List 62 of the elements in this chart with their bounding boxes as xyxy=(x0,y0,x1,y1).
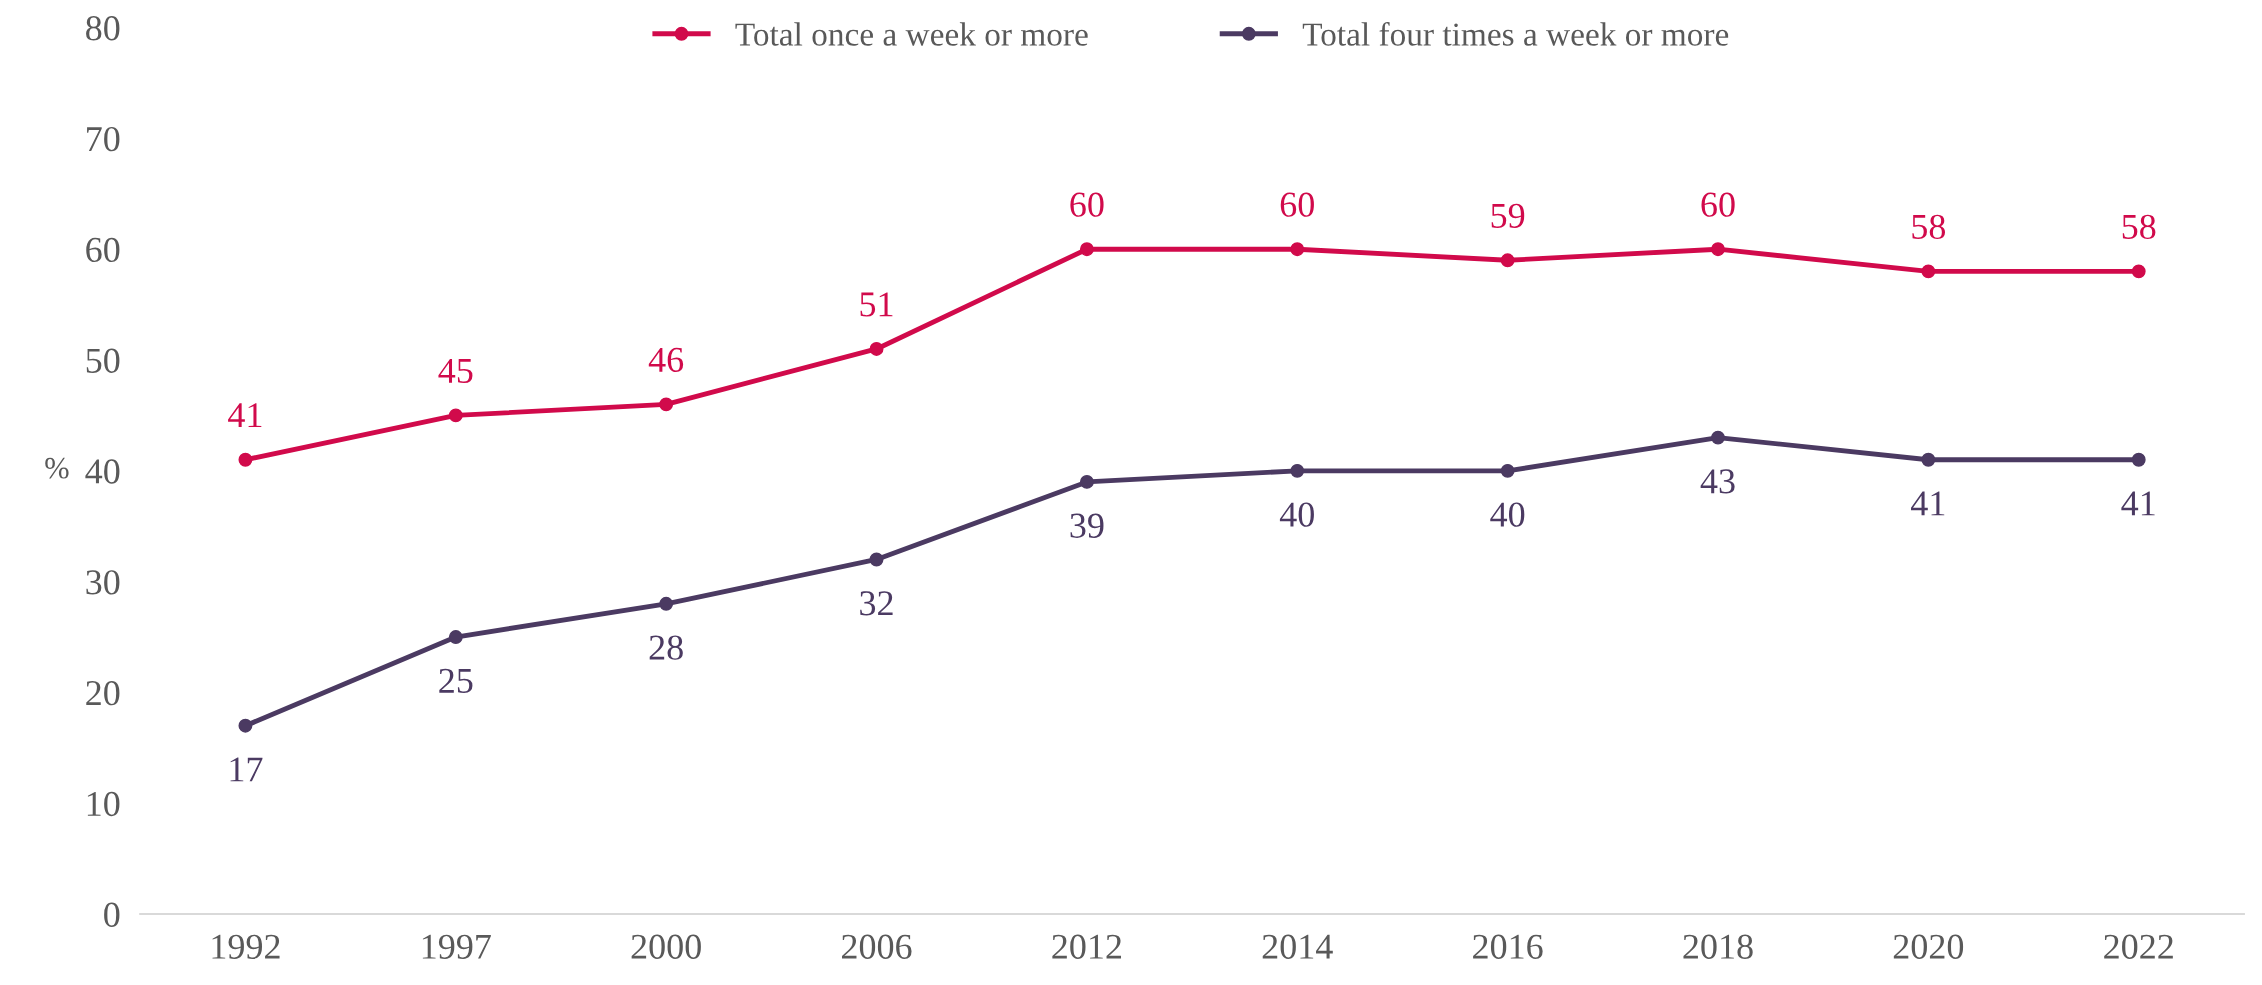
x-tick-label: 2022 xyxy=(2104,934,2173,959)
y-tick-label: 30 xyxy=(86,570,120,595)
data-label: 46 xyxy=(648,347,684,373)
point xyxy=(869,552,884,567)
y-tick-label: 70 xyxy=(87,126,120,152)
x-tick-label: 2016 xyxy=(1473,934,1543,959)
point xyxy=(1500,253,1515,268)
point xyxy=(1921,452,1936,467)
y-tick-label: 50 xyxy=(86,348,120,373)
x-tick-label: 1992 xyxy=(212,934,280,959)
x-tick-label: 2012 xyxy=(1052,934,1122,959)
legend-label: Total once a week or more xyxy=(735,22,1088,46)
point xyxy=(1921,264,1936,279)
point xyxy=(1079,474,1094,489)
data-label: 51 xyxy=(860,292,893,317)
x-tick-label: 2020 xyxy=(1893,934,1964,959)
y-tick-label: 60 xyxy=(86,237,120,263)
point xyxy=(659,596,674,611)
x-tick-label: 2018 xyxy=(1683,934,1753,959)
point xyxy=(869,341,884,356)
point xyxy=(2131,264,2146,279)
data-label: 58 xyxy=(2122,214,2156,240)
point xyxy=(448,408,463,423)
y-tick-label: 80 xyxy=(86,16,120,41)
point xyxy=(1711,242,1725,257)
point xyxy=(1290,463,1305,478)
point xyxy=(1290,242,1305,257)
y-tick-label: 20 xyxy=(86,680,120,706)
point xyxy=(1500,463,1515,478)
data-label: 25 xyxy=(439,668,473,694)
point xyxy=(238,452,253,467)
point xyxy=(238,718,253,733)
legend-label: Total four times a week or more xyxy=(1302,21,1729,46)
x-tick-label: 2014 xyxy=(1262,934,1333,959)
point xyxy=(2131,452,2146,467)
data-label: 40 xyxy=(1279,502,1314,527)
x-tick-label: 1997 xyxy=(422,934,491,959)
point xyxy=(1711,430,1725,445)
data-label: 60 xyxy=(1280,192,1314,217)
y-tick-label: 10 xyxy=(87,791,120,817)
y-tick-label: 40 xyxy=(85,459,120,484)
data-label: 45 xyxy=(438,358,473,384)
point xyxy=(659,397,674,412)
data-label: 28 xyxy=(649,635,683,660)
data-label: 59 xyxy=(1491,203,1525,228)
data-label: 60 xyxy=(1070,192,1104,217)
point xyxy=(448,630,463,644)
x-tick-label: 2006 xyxy=(842,934,912,959)
data-label: 43 xyxy=(1700,469,1735,494)
data-label: 39 xyxy=(1070,513,1104,538)
data-label: 41 xyxy=(2121,491,2155,516)
data-label: 17 xyxy=(230,757,263,782)
x-tick-label: 2000 xyxy=(631,934,701,959)
data-label: 41 xyxy=(1911,491,1945,516)
y-axis-title: % xyxy=(45,457,69,479)
data-label: 40 xyxy=(1490,502,1525,527)
data-label: 60 xyxy=(1701,192,1735,217)
data-label: 58 xyxy=(1912,214,1946,240)
y-tick-label: 0 xyxy=(104,902,120,927)
point xyxy=(1079,242,1094,257)
data-label: 32 xyxy=(860,591,893,616)
data-label: 41 xyxy=(228,403,262,428)
